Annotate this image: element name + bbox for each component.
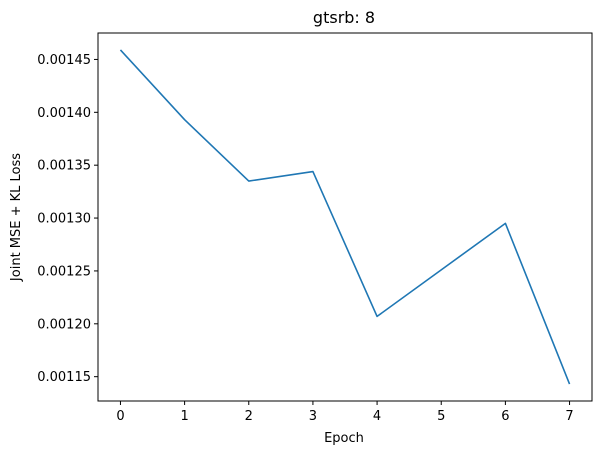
x-tick-label: 4	[373, 409, 381, 424]
y-axis-label: Joint MSE + KL Loss	[9, 153, 24, 282]
y-tick-label: 0.00130	[37, 212, 91, 227]
chart-title: gtsrb: 8	[313, 8, 375, 27]
plot-area: 0.00115 0.00120 0.00125 0.00130 0.00135 0.001…	[37, 32, 593, 424]
y-tick-label: 0.00145	[37, 53, 91, 68]
x-tick-label: 5	[437, 409, 445, 424]
y-axis: 0.00115 0.00120 0.00125 0.00130 0.00135 0.001…	[37, 53, 98, 385]
y-tick-label: 0.00140	[37, 106, 91, 121]
x-tick-label: 0	[116, 409, 124, 424]
y-tick-label: 0.00115	[37, 370, 91, 385]
series-layer	[119, 49, 571, 385]
x-tick-label: 2	[245, 409, 253, 424]
x-tick-label: 3	[309, 409, 317, 424]
x-tick-label: 6	[501, 409, 509, 424]
y-tick-label: 0.00120	[37, 317, 91, 332]
x-tick-label: 1	[180, 409, 188, 424]
y-tick-label: 0.00125	[37, 264, 91, 279]
x-axis-label: Epoch	[324, 431, 364, 446]
x-axis: 0 1 2 3 4 5 6 7	[116, 401, 574, 424]
x-tick-label: 7	[565, 409, 573, 424]
plot-frame	[97, 32, 593, 402]
y-tick-label: 0.00135	[37, 159, 91, 174]
series-line-loss	[119, 49, 571, 385]
